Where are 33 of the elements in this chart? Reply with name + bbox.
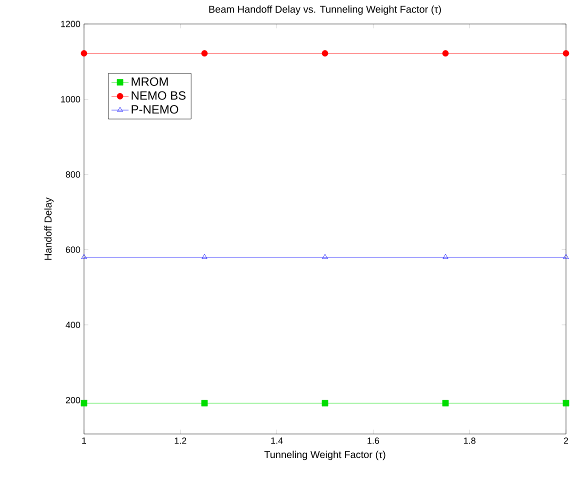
point (442, 254, 448, 259)
x-tick-label: 2 (564, 438, 568, 444)
point (322, 254, 328, 259)
legend-label: NEMO BS (132, 91, 186, 100)
point (202, 254, 208, 259)
y-tick-label: 800 (66, 171, 80, 178)
y-axis-title: Handoff Delay (44, 197, 54, 260)
y-tick-label: 1000 (61, 96, 80, 102)
point (322, 50, 328, 57)
point (562, 50, 570, 57)
x-tick-label: 1 (82, 438, 86, 444)
point (201, 400, 208, 406)
point (201, 50, 208, 57)
y-tick-label: 400 (66, 322, 80, 328)
point (322, 400, 328, 406)
legend-label: P-NEMO (132, 105, 178, 114)
point (80, 50, 88, 57)
x-tick-label: 1.2 (174, 438, 186, 444)
point (442, 50, 449, 57)
y-tick-label: 200 (66, 396, 80, 404)
chart-title: Beam Handoff Delay vs. Tunneling Weight Factor (τ) (209, 5, 441, 15)
point (80, 400, 88, 406)
x-tick-label: 1.6 (368, 438, 380, 444)
point (81, 254, 87, 259)
y-tick-label: 600 (66, 246, 80, 253)
x-tick-label: 1.8 (464, 438, 476, 444)
point (442, 400, 449, 406)
point (563, 254, 569, 259)
y-tick-label: 1200 (61, 20, 80, 28)
point (562, 400, 570, 406)
x-tick-label: 1.4 (271, 438, 283, 444)
x-axis-title: Tunneling Weight Factor (τ) (264, 450, 386, 460)
legend-label: MROM (132, 77, 168, 86)
